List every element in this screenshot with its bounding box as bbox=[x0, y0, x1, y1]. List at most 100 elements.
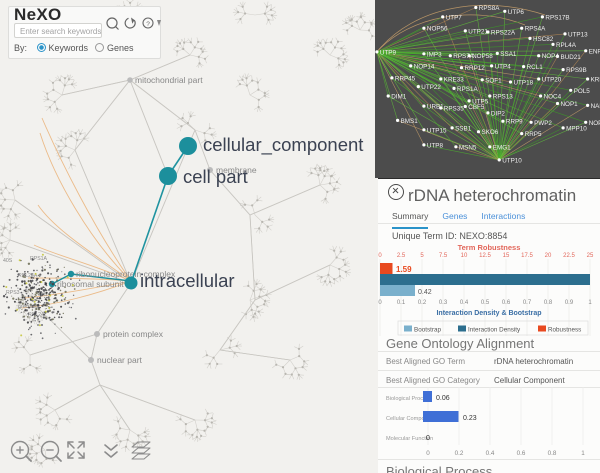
svg-text:25: 25 bbox=[587, 253, 594, 259]
svg-text:0.6: 0.6 bbox=[517, 450, 526, 457]
svg-text:RPS4A: RPS4A bbox=[525, 26, 546, 33]
svg-text:UTP20: UTP20 bbox=[542, 77, 562, 84]
svg-text:protein complex: protein complex bbox=[103, 329, 164, 339]
svg-text:0.7: 0.7 bbox=[523, 300, 532, 306]
svg-text:12.5: 12.5 bbox=[479, 253, 491, 259]
svg-text:HSC82: HSC82 bbox=[533, 36, 554, 43]
svg-text:40S: 40S bbox=[3, 258, 13, 264]
svg-text:RPS8A: RPS8A bbox=[479, 5, 500, 12]
svg-text:0.8: 0.8 bbox=[544, 300, 553, 306]
svg-text:nuclear part: nuclear part bbox=[97, 355, 143, 365]
svg-text:SSA1: SSA1 bbox=[500, 51, 517, 58]
svg-text:Interaction Density & Bootstra: Interaction Density & Bootstrap bbox=[436, 310, 541, 317]
svg-text:NOP1: NOP1 bbox=[561, 101, 579, 108]
svg-text:0.3: 0.3 bbox=[439, 300, 448, 306]
svg-text:RPS3: RPS3 bbox=[6, 290, 20, 296]
svg-text:NOP6: NOP6 bbox=[589, 120, 600, 127]
svg-text:15: 15 bbox=[503, 253, 510, 259]
svg-text:22.5: 22.5 bbox=[563, 253, 575, 259]
svg-text:1: 1 bbox=[581, 450, 585, 457]
svg-text:MPP10: MPP10 bbox=[566, 125, 587, 132]
svg-text:UTP13: UTP13 bbox=[568, 31, 588, 38]
svg-text:0: 0 bbox=[378, 253, 382, 259]
svg-text:0.42: 0.42 bbox=[418, 289, 432, 296]
svg-text:0.2: 0.2 bbox=[418, 300, 427, 306]
svg-text:17.5: 17.5 bbox=[521, 253, 533, 259]
svg-text:UTP15: UTP15 bbox=[427, 127, 447, 134]
svg-text:RRP12: RRP12 bbox=[465, 65, 486, 72]
svg-text:SSB1: SSB1 bbox=[455, 125, 472, 132]
svg-text:?: ? bbox=[146, 21, 150, 28]
svg-text:mitochondrial part: mitochondrial part bbox=[135, 75, 203, 85]
svg-text:ENP1: ENP1 bbox=[589, 48, 600, 55]
svg-text:NOP4: NOP4 bbox=[542, 53, 560, 60]
svg-text:0.8: 0.8 bbox=[548, 450, 557, 457]
svg-text:PWP2: PWP2 bbox=[534, 120, 552, 127]
svg-text:0.9: 0.9 bbox=[565, 300, 574, 306]
svg-text:MSN5: MSN5 bbox=[459, 144, 477, 151]
svg-text:SOF1: SOF1 bbox=[485, 77, 502, 84]
svg-text:0.2: 0.2 bbox=[455, 450, 464, 457]
svg-text:0: 0 bbox=[426, 450, 430, 457]
svg-text:20: 20 bbox=[545, 253, 552, 259]
svg-text:IMP3: IMP3 bbox=[427, 51, 442, 58]
svg-text:UTP4: UTP4 bbox=[495, 63, 512, 70]
svg-text:CBF5: CBF5 bbox=[468, 104, 485, 111]
svg-text:KRE33: KRE33 bbox=[444, 77, 464, 84]
svg-text:DIP2: DIP2 bbox=[491, 110, 505, 117]
svg-text:cellular_component: cellular_component bbox=[203, 134, 363, 156]
svg-text:5: 5 bbox=[420, 253, 424, 259]
svg-text:UTP10: UTP10 bbox=[502, 157, 522, 164]
svg-text:RPL4A: RPL4A bbox=[556, 42, 577, 49]
svg-text:10: 10 bbox=[461, 253, 468, 259]
svg-text:RPS35: RPS35 bbox=[444, 106, 464, 113]
svg-text:Interaction Density: Interaction Density bbox=[468, 327, 521, 334]
svg-text:RRP9: RRP9 bbox=[506, 119, 523, 126]
svg-text:NOC4: NOC4 bbox=[544, 94, 562, 101]
svg-text:URB1: URB1 bbox=[427, 104, 444, 111]
svg-text:1.59: 1.59 bbox=[396, 265, 412, 274]
svg-text:0: 0 bbox=[378, 300, 382, 306]
svg-text:0: 0 bbox=[426, 435, 430, 442]
svg-text:0.5: 0.5 bbox=[481, 300, 490, 306]
svg-text:membrane: membrane bbox=[216, 165, 257, 175]
svg-text:SKO6: SKO6 bbox=[482, 129, 499, 136]
svg-text:NOP58: NOP58 bbox=[472, 53, 493, 60]
svg-text:UTP9: UTP9 bbox=[380, 49, 397, 56]
svg-text:7.5: 7.5 bbox=[439, 253, 448, 259]
svg-text:NOP14: NOP14 bbox=[414, 63, 435, 70]
svg-text:RRP45: RRP45 bbox=[395, 75, 416, 82]
svg-text:0.6: 0.6 bbox=[502, 300, 511, 306]
svg-text:UTP6: UTP6 bbox=[508, 9, 525, 16]
svg-text:0.4: 0.4 bbox=[460, 300, 469, 306]
svg-text:RPS22A: RPS22A bbox=[491, 30, 516, 37]
svg-text:NOP56: NOP56 bbox=[427, 26, 448, 33]
svg-text:UTP22: UTP22 bbox=[421, 84, 441, 91]
svg-text:UTP7: UTP7 bbox=[446, 14, 463, 21]
svg-text:intracellular: intracellular bbox=[140, 270, 235, 291]
svg-text:0.06: 0.06 bbox=[436, 395, 450, 402]
svg-text:EMG1: EMG1 bbox=[493, 144, 511, 151]
svg-text:KRR1: KRR1 bbox=[591, 77, 600, 84]
svg-text:Robustness: Robustness bbox=[548, 327, 581, 334]
svg-text:UTP18: UTP18 bbox=[514, 80, 534, 87]
svg-text:RPS17B: RPS17B bbox=[545, 14, 569, 21]
svg-text:DIM1: DIM1 bbox=[391, 94, 407, 101]
svg-text:UTP21: UTP21 bbox=[468, 28, 488, 35]
svg-text:1: 1 bbox=[588, 300, 592, 306]
svg-text:RPS13: RPS13 bbox=[493, 94, 513, 101]
svg-text:0.23: 0.23 bbox=[463, 415, 477, 422]
svg-text:BMS1: BMS1 bbox=[401, 118, 419, 125]
svg-text:NAN1: NAN1 bbox=[591, 103, 600, 110]
svg-text:0.1: 0.1 bbox=[397, 300, 406, 306]
svg-text:2.5: 2.5 bbox=[397, 253, 406, 259]
svg-text:RCL1: RCL1 bbox=[527, 64, 544, 71]
svg-text:RRP5: RRP5 bbox=[525, 131, 542, 138]
svg-text:RPS1A: RPS1A bbox=[457, 86, 478, 93]
svg-text:Bootstrap: Bootstrap bbox=[414, 327, 441, 334]
svg-text:RPS9B: RPS9B bbox=[566, 67, 587, 74]
svg-text:UTP8: UTP8 bbox=[427, 142, 444, 149]
svg-text:Term Robustness: Term Robustness bbox=[458, 243, 521, 252]
svg-text:BUD21: BUD21 bbox=[561, 54, 582, 61]
svg-text:0.4: 0.4 bbox=[486, 450, 495, 457]
